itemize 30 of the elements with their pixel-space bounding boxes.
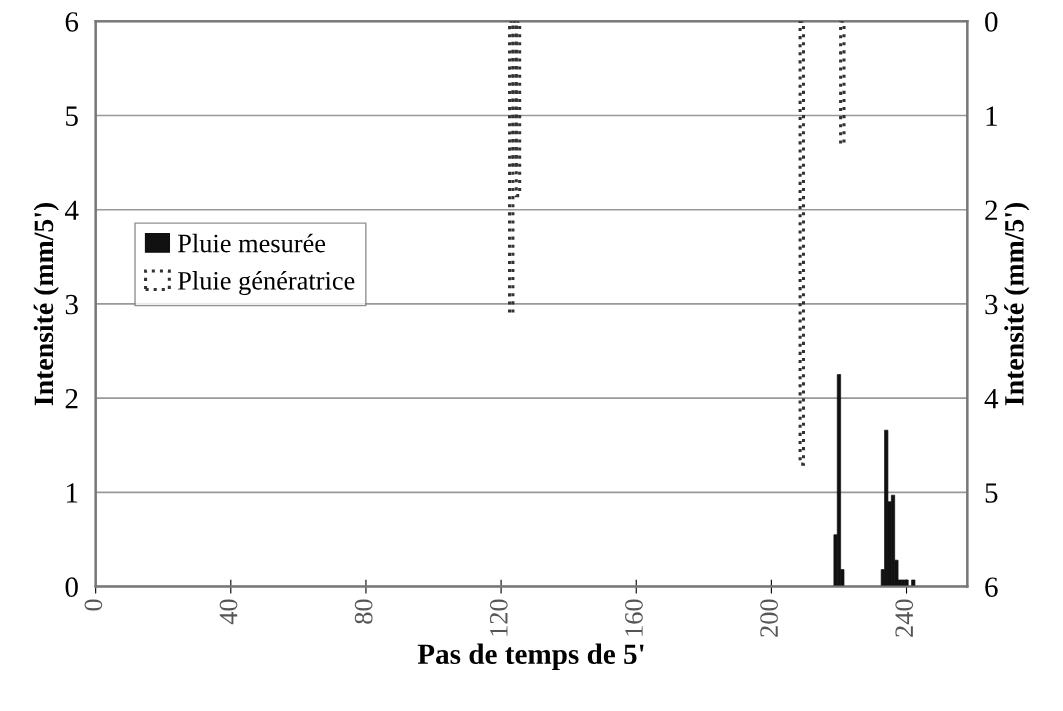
y2-tick-label: 5	[985, 483, 998, 503]
y-tick-label: 6	[65, 12, 79, 32]
y-tick-label: 0	[65, 577, 78, 597]
y-tick-label: 3	[65, 294, 78, 315]
y-tick-label: 2	[65, 388, 78, 409]
x-tick-label: 80	[354, 599, 373, 624]
x-tick-label: 0	[84, 599, 103, 611]
legend-label: Pluie génératrice	[178, 271, 355, 296]
x-tick-label: 240	[895, 599, 914, 637]
y2-tick-label: 6	[985, 577, 998, 597]
legend-label: Pluie mesurée	[178, 233, 326, 253]
bar	[890, 494, 896, 587]
y2-tick-label: 3	[985, 294, 998, 315]
y2-tick-label: 4	[984, 389, 999, 409]
y2-tick-label: 1	[986, 106, 997, 126]
y2-tick-label: 0	[985, 12, 998, 32]
y-tick-label: 4	[64, 200, 79, 220]
x-tick-label: 120	[489, 599, 508, 636]
bar	[836, 374, 841, 587]
bar	[884, 429, 889, 587]
x-tick-label: 40	[219, 599, 238, 625]
x-tick-label: 160	[625, 599, 643, 636]
y-tick-label: 1	[66, 483, 78, 503]
y-axis-title: Intensité (mm/5')	[33, 202, 59, 406]
bar	[911, 579, 916, 587]
y-tick-label: 5	[66, 106, 78, 126]
x-tick-label: 200	[760, 599, 778, 637]
y2-tick-label: 2	[985, 200, 997, 220]
x-axis-title: Pas de temps de 5'	[417, 643, 644, 670]
y2-axis-title: Intensité (mm/5')	[1004, 202, 1030, 406]
